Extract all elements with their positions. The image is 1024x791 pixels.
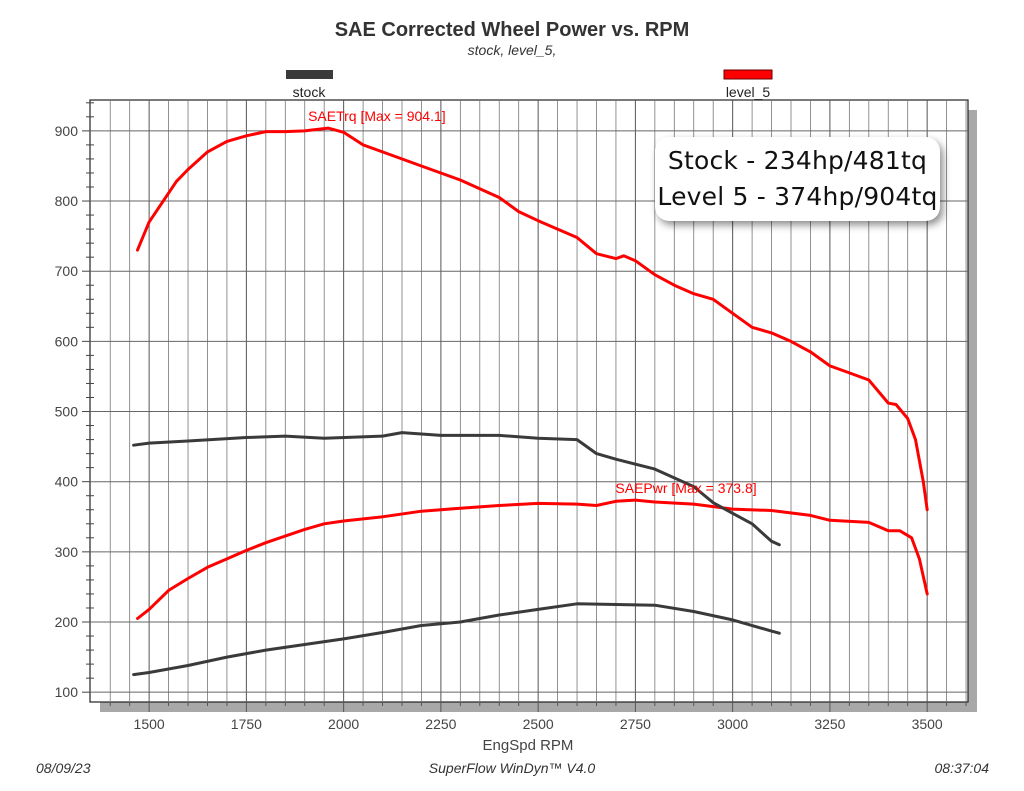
x-axis-label: EngSpd RPM bbox=[483, 737, 574, 754]
legend-label-level5: level_5 bbox=[726, 84, 771, 100]
footer-time: 08:37:04 bbox=[935, 760, 990, 776]
y-tick-label: 800 bbox=[55, 193, 79, 209]
y-tick-label: 700 bbox=[55, 263, 79, 279]
footer-software: SuperFlow WinDyn™ V4.0 bbox=[429, 760, 596, 776]
x-tick-label: 2500 bbox=[523, 716, 554, 732]
legend-swatch-level5 bbox=[723, 69, 773, 80]
x-tick-label: 3000 bbox=[717, 716, 748, 732]
series-line-stock-saepwr bbox=[132, 602, 781, 677]
max-annotation: SAETrq [Max = 904.1] bbox=[308, 108, 446, 124]
y-tick-label: 300 bbox=[55, 544, 79, 560]
y-tick-label: 500 bbox=[55, 404, 79, 420]
labels-group: 1500 1750 2000 2250 2500 2750 3000 3250 3500 100 2… bbox=[55, 108, 943, 732]
legend-swatch-stock bbox=[286, 70, 333, 79]
y-tick-label: 600 bbox=[55, 333, 79, 349]
x-tick-label: 2000 bbox=[328, 716, 359, 732]
series-group bbox=[132, 126, 929, 677]
legend-label-stock: stock bbox=[293, 84, 327, 100]
series-line-stock-saetrq bbox=[132, 431, 781, 547]
series-line-level_5-saetrq bbox=[136, 126, 929, 512]
chart-subtitle: stock, level_5, bbox=[468, 42, 557, 58]
x-tick-label: 1500 bbox=[134, 716, 165, 732]
x-tick-label: 3500 bbox=[912, 716, 943, 732]
y-tick-label: 100 bbox=[55, 684, 79, 700]
max-annotation: SAEPwr [Max = 373.8] bbox=[615, 480, 756, 496]
callout-line-1: Stock - 234hp/481tq bbox=[667, 146, 928, 175]
y-tick-label: 900 bbox=[55, 123, 79, 139]
y-tick-label: 200 bbox=[55, 614, 79, 630]
x-tick-label: 1750 bbox=[231, 716, 262, 732]
x-tick-label: 2250 bbox=[425, 716, 456, 732]
y-tick-label: 400 bbox=[55, 474, 79, 490]
callout-box: Stock - 234hp/481tq Level 5 - 374hp/904t… bbox=[655, 137, 940, 221]
callout-line-2: Level 5 - 374hp/904tq bbox=[657, 182, 938, 211]
x-tick-label: 2750 bbox=[620, 716, 651, 732]
series-line-level_5-saepwr bbox=[136, 498, 929, 620]
footer-date: 08/09/23 bbox=[36, 760, 91, 776]
chart-title: SAE Corrected Wheel Power vs. RPM bbox=[335, 19, 690, 41]
x-tick-label: 3250 bbox=[814, 716, 845, 732]
